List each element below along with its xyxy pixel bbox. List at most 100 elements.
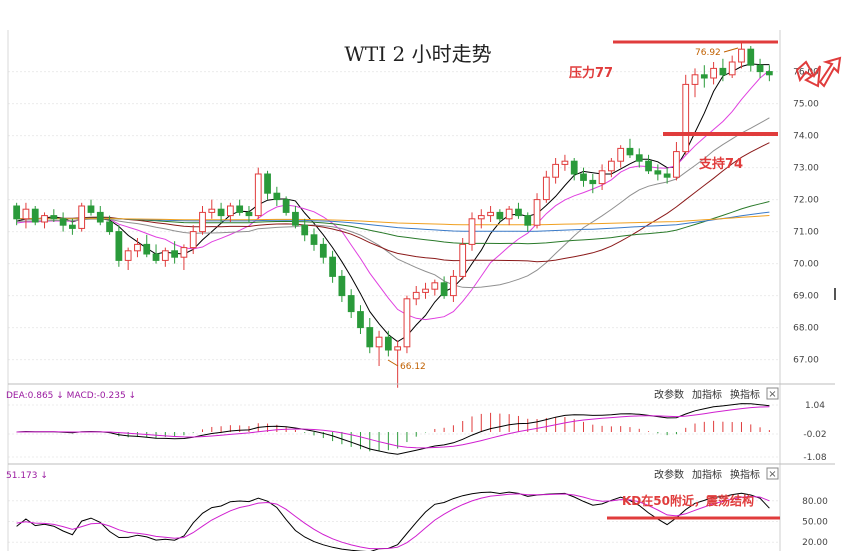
kd-change-params-button[interactable]: 改参数: [654, 468, 684, 481]
kd-y-axis: 80.00 50.00 20.00: [802, 497, 828, 548]
candle-body: [69, 224, 76, 229]
candle-body: [375, 336, 383, 348]
y-tick-label: 71.00: [793, 228, 819, 238]
y-tick-label: 80.00: [802, 497, 828, 507]
candle-body: [254, 173, 262, 217]
y-tick-label: 75.00: [793, 100, 819, 110]
ma-line: [16, 117, 770, 289]
candle-body: [50, 215, 58, 220]
kd-grid: [8, 500, 778, 543]
candle-body: [598, 170, 606, 185]
candle-body: [96, 211, 104, 223]
d-line: [16, 493, 770, 550]
candle-body: [161, 250, 169, 261]
candle-body: [13, 205, 21, 220]
candle-body: [626, 147, 634, 156]
candle-body: [106, 221, 113, 233]
y-tick-label: 72.00: [793, 196, 819, 206]
candle-body: [366, 327, 374, 348]
candle-body: [199, 211, 206, 233]
high-price-pointer: [723, 47, 739, 53]
low-price-pointer: [387, 359, 399, 367]
dea-line: [16, 406, 770, 449]
candle-body: [617, 147, 625, 162]
ma-line: [16, 69, 770, 321]
candle-body: [663, 173, 671, 178]
candle-body: [765, 71, 773, 76]
low-price-label: 66.12: [400, 362, 426, 372]
y-tick-label: 70.00: [793, 260, 819, 270]
candle-body: [319, 243, 327, 258]
candle-body: [171, 250, 179, 258]
kd-add-indicator-button[interactable]: 加指标: [692, 468, 722, 481]
candle-body: [347, 295, 355, 313]
candle-body: [635, 154, 643, 162]
candle-body: [310, 234, 318, 245]
candle-body: [542, 176, 550, 201]
support-label: 支持74: [698, 156, 743, 172]
candle-body: [505, 208, 513, 220]
ma-line: [16, 142, 770, 263]
macd-add-indicator-button[interactable]: 加指标: [692, 388, 722, 401]
y-tick-label: 68.00: [793, 324, 819, 334]
dif-line: [16, 403, 770, 455]
candle-body: [515, 208, 522, 217]
candle-body: [533, 199, 541, 226]
candle-body: [738, 48, 745, 63]
candle-body: [292, 211, 299, 226]
kd-indicator: [16, 491, 770, 551]
candle-body: [124, 250, 132, 261]
y-tick-label: 67.00: [793, 356, 819, 366]
moving-average-lines: [16, 63, 770, 343]
candle-body: [217, 208, 225, 217]
y-tick-label: -0.02: [803, 430, 826, 440]
candle-body: [524, 215, 532, 226]
candle-body: [561, 160, 569, 165]
macd-change-params-button[interactable]: 改参数: [654, 388, 684, 401]
ma-line: [16, 63, 770, 343]
candle-body: [710, 67, 717, 79]
resistance-label: 压力77: [569, 65, 613, 81]
candle-body: [412, 291, 420, 300]
candle-body: [31, 208, 39, 223]
k-line: [16, 491, 770, 551]
y-tick-label: 20.00: [802, 538, 828, 548]
candle-body: [403, 298, 411, 348]
candle-body: [78, 205, 86, 229]
candle-body: [468, 218, 476, 245]
macd-close-button[interactable]: [766, 387, 779, 400]
candle-body: [580, 173, 587, 181]
candle-body: [589, 179, 597, 185]
kd-header: 51.173 ↓: [6, 471, 48, 481]
candle-body: [645, 160, 652, 172]
kd-switch-indicator-button[interactable]: 换指标: [730, 468, 760, 481]
kd-close-icon: ×: [768, 469, 776, 480]
candle-body: [570, 160, 578, 175]
candle-body: [22, 208, 30, 220]
macd-close-icon: ×: [768, 389, 776, 400]
candle-body: [756, 64, 764, 73]
kd-close-button[interactable]: [766, 467, 779, 480]
zigzag-arrow-icon: [795, 56, 842, 88]
candle-body: [654, 170, 662, 175]
ma-line: [16, 215, 770, 226]
candle-body: [450, 275, 457, 297]
macd-switch-indicator-button[interactable]: 换指标: [730, 388, 760, 401]
candle-body: [264, 173, 271, 194]
kd-annotation: KD在50附近，震荡结构: [622, 493, 754, 508]
candle-body: [180, 247, 188, 258]
y-tick-label: 1.04: [805, 401, 825, 411]
candle-body: [747, 48, 755, 66]
candle-body: [329, 256, 336, 277]
candle-body: [59, 218, 67, 226]
candle-body: [496, 211, 504, 220]
candle-body: [143, 243, 151, 255]
candle-body: [728, 61, 736, 76]
high-price-label: 76.92: [695, 48, 721, 58]
candle-body: [422, 288, 429, 293]
candle-body: [338, 275, 346, 297]
candle-body: [87, 205, 95, 213]
candle-body: [357, 311, 364, 329]
candle-body: [226, 205, 234, 217]
